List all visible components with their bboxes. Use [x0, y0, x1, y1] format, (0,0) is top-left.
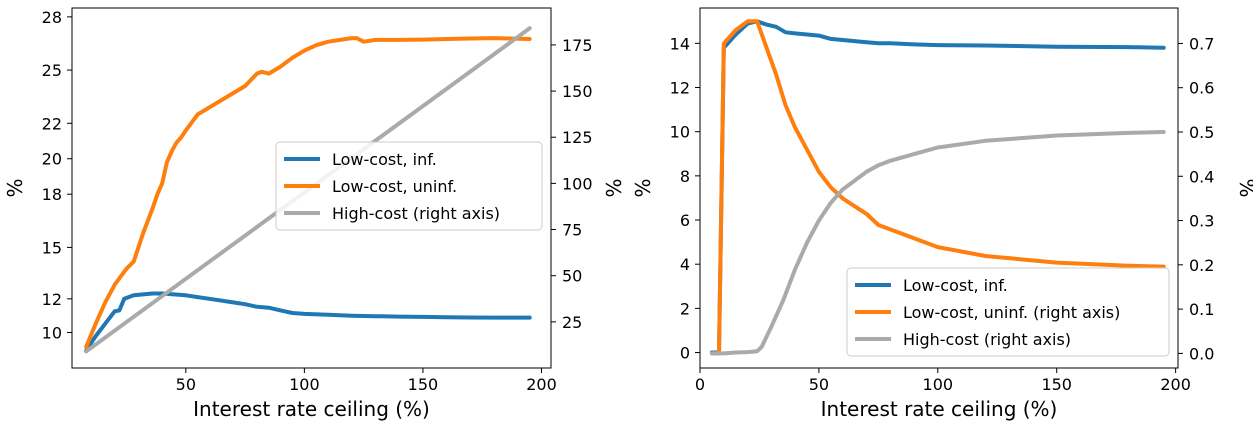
y-axis-label-left: % — [631, 178, 655, 197]
y-tick-label-left: 10 — [670, 123, 690, 142]
legend-box — [275, 141, 543, 231]
y-tick-label-right: 0.2 — [1189, 256, 1214, 275]
legend-entry: Low-cost, uninf. — [332, 177, 457, 196]
x-tick-label: 50 — [176, 375, 196, 394]
y-tick-label-right: 75 — [562, 221, 582, 240]
plot-frame — [699, 7, 1179, 369]
y-tick-label-left: 12 — [42, 290, 62, 309]
y-tick-label-right: 0.5 — [1189, 123, 1214, 142]
y-tick-label-right: 0.3 — [1189, 212, 1214, 231]
x-tick-label: 150 — [1041, 375, 1072, 394]
y-tick-label-left: 25 — [42, 61, 62, 80]
y-tick-label-left: 4 — [680, 255, 690, 274]
y-tick-label-right: 0.7 — [1189, 34, 1214, 53]
y-tick-label-left: 15 — [42, 238, 62, 257]
legend: Low-cost, inf. Low-cost, uninf. High-cost … — [275, 141, 543, 231]
x-tick-label: 100 — [289, 375, 320, 394]
chart-panel-1: 50 100 150 200 10 12 15 18 20 22 25 28 25 50 75 100 125 1… — [3, 7, 625, 421]
y-tick-label-right: 175 — [562, 36, 593, 55]
y-tick-label-left: 14 — [670, 34, 690, 53]
x-axis-label: Interest rate ceiling (%) — [821, 397, 1058, 421]
y-tick-label-left: 18 — [42, 185, 62, 204]
y-tick-label-left: 28 — [42, 8, 62, 27]
y-tick-label-left: 0 — [680, 344, 690, 363]
y-tick-label-right: 150 — [562, 82, 593, 101]
series-line-1 — [709, 19, 1166, 355]
x-tick-label: 0 — [695, 375, 705, 394]
y-tick-label-left: 20 — [42, 150, 62, 169]
chart-panel-2: 0 50 100 150 200 0 2 4 6 8 10 12 14 0.0 0.1 0.2 0.3 0.4 0.… — [631, 7, 1253, 421]
x-tick-label: 150 — [408, 375, 439, 394]
y-tick-label-left: 12 — [670, 79, 690, 98]
legend-entry: Low-cost, uninf. (right axis) — [903, 303, 1120, 322]
y-tick-label-left: 10 — [42, 324, 62, 343]
x-tick-label: 100 — [923, 375, 954, 394]
y-tick-label-left: 6 — [680, 211, 690, 230]
y-axis-label-right: % — [1235, 178, 1253, 197]
y-tick-label-left: 2 — [680, 299, 690, 318]
y-tick-label-right: 0.4 — [1189, 167, 1214, 186]
y-tick-label-right: 100 — [562, 174, 593, 193]
x-axis-label: Interest rate ceiling (%) — [193, 397, 430, 421]
x-tick-label: 200 — [526, 375, 557, 394]
series-line-2 — [709, 19, 1166, 356]
y-tick-label-right: 25 — [562, 313, 582, 332]
x-tick-label: 200 — [1160, 375, 1191, 394]
y-tick-label-right: 0.6 — [1189, 79, 1214, 98]
x-tick-label: 50 — [809, 375, 829, 394]
legend-entry: Low-cost, inf. — [903, 276, 1008, 295]
y-axis-label-left: % — [3, 178, 27, 197]
y-tick-label-left: 22 — [42, 114, 62, 133]
y-tick-label-right: 0.0 — [1189, 344, 1214, 363]
y-tick-label-right: 125 — [562, 128, 593, 147]
legend-entry: High-cost (right axis) — [332, 204, 500, 223]
y-tick-label-right: 0.1 — [1189, 300, 1214, 319]
series-line-2 — [84, 36, 532, 349]
series-line-3 — [709, 130, 1166, 356]
legend-entry: Low-cost, inf. — [332, 150, 437, 169]
legend-entry: High-cost (right axis) — [903, 330, 1071, 349]
legend: Low-cost, inf. Low-cost, uninf. (right ax… — [846, 267, 1170, 357]
y-tick-label-left: 8 — [680, 167, 690, 186]
legend-box — [846, 267, 1170, 357]
y-axis-label-right: % — [601, 178, 625, 197]
series-line-1 — [84, 291, 532, 353]
y-tick-label-right: 50 — [562, 267, 582, 286]
plot-frame — [71, 7, 552, 369]
